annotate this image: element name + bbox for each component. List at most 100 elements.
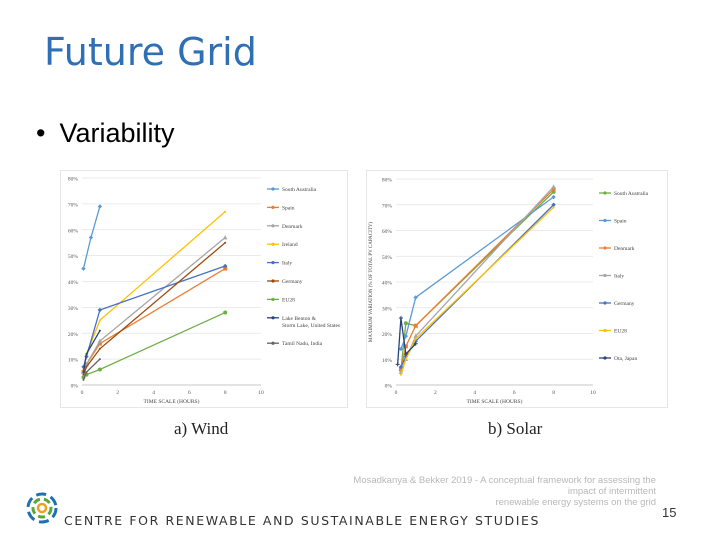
legend-label: Ireland (282, 242, 298, 248)
x-tick-label: 6 (188, 390, 191, 396)
y-tick-label: 40% (68, 280, 79, 286)
legend-marker (271, 187, 275, 191)
legend-marker (271, 297, 275, 301)
legend-marker (271, 205, 275, 209)
wind-chart-caption: a) Wind (174, 419, 229, 438)
x-tick-label: 10 (590, 390, 596, 396)
y-tick-label: 0% (385, 384, 393, 390)
data-point (413, 323, 418, 328)
data-point (403, 321, 408, 326)
legend-label: Denmark (614, 246, 635, 252)
legend-marker (271, 224, 275, 228)
bullet-item: • Variability (36, 118, 175, 149)
data-point (398, 316, 403, 321)
y-tick-label: 80% (68, 177, 79, 183)
citation-line-2: renewable energy systems on the grid (495, 497, 656, 508)
legend-entry-germany: Germany (599, 301, 635, 307)
y-tick-label: 0% (71, 384, 79, 390)
solar-chart: 0% 10% 20% 30% 40% 50% 60% 70% 80% 0 2 4 6 8 10 TIME SC… (369, 178, 649, 406)
x-tick-label: 10 (258, 390, 264, 396)
legend-marker (603, 328, 607, 333)
x-tick-label: 2 (116, 390, 119, 396)
y-tick-label: 50% (68, 254, 79, 260)
legend-marker (603, 273, 607, 278)
legend-label: Denmark (282, 224, 303, 230)
citation: Mosadkanya & Bekker 2019 - A conceptual … (340, 475, 656, 508)
data-point (223, 266, 228, 271)
x-tick-label: 0 (81, 390, 84, 396)
y-tick-label: 30% (68, 306, 79, 312)
data-point (97, 338, 103, 343)
page-number: 15 (662, 505, 677, 520)
y-tick-label: 30% (382, 306, 393, 312)
legend-entry-spain: Spain (599, 219, 627, 225)
data-point (399, 373, 402, 376)
data-point (551, 187, 556, 192)
legend-label: Italy (614, 274, 624, 280)
data-point (98, 319, 101, 322)
legend-entry-south-australia: South Australia (599, 191, 649, 197)
legend-entry-ireland: Ireland (267, 242, 298, 248)
legend-entry-denmark: Denmark (599, 246, 635, 252)
series-line-ota-japan (396, 317, 417, 365)
y-tick-label: 70% (68, 202, 79, 208)
y-tick-label: 10% (382, 358, 393, 364)
data-point (98, 329, 101, 332)
y-tick-label: 50% (382, 255, 393, 261)
legend-label: Storm Lake, United States (282, 323, 340, 329)
y-tick-label: 60% (382, 229, 393, 235)
x-tick-label: 8 (552, 390, 555, 396)
wind-chart-panel: 0% 10% 20% 30% 40% 50% 60% 70% 80% 0 2 4 6 8 10 TIME SC… (55, 170, 348, 408)
data-point (223, 263, 228, 269)
data-point (403, 344, 408, 349)
legend-label: Tamil Nadu, India (282, 341, 323, 347)
crses-logo-icon (26, 492, 58, 524)
bullet-text: Variability (59, 118, 175, 148)
legend-marker (271, 316, 275, 320)
legend-entry-spain: Spain (267, 205, 295, 211)
legend-marker (603, 356, 607, 360)
legend-label: Germany (614, 301, 635, 307)
y-tick-label: 20% (68, 332, 79, 338)
citation-line-1: Mosadkanya & Bekker 2019 - A conceptual … (353, 475, 656, 497)
organization-name: CENTRE FOR RENEWABLE AND SUSTAINABLE ENE… (64, 513, 541, 528)
series-line-denmark (400, 188, 555, 370)
data-point (223, 310, 228, 315)
legend-label: Germany (282, 279, 303, 285)
legend-label: South Australia (282, 187, 317, 193)
legend-label: EU28 (282, 297, 295, 303)
data-point (85, 352, 88, 355)
x-axis-label: TIME SCALE (HOURS) (144, 398, 200, 405)
data-point (97, 367, 102, 372)
legend-label: South Australia (614, 191, 649, 197)
x-tick-label: 4 (152, 390, 155, 396)
data-point (398, 367, 403, 372)
legend-entry-italy: Italy (599, 274, 624, 280)
data-point (85, 365, 88, 368)
legend-marker (271, 279, 275, 283)
data-point (414, 337, 417, 340)
legend-entry-eu28: EU28 (267, 297, 295, 303)
data-point (82, 371, 85, 374)
legend-entry-south-australia: South Australia (267, 187, 317, 193)
legend-label: Italy (282, 261, 292, 267)
x-axis-label: TIME SCALE (HOURS) (467, 398, 523, 405)
wind-chart: 0% 10% 20% 30% 40% 50% 60% 70% 80% 0 2 4 6 8 10 TIME SC… (55, 177, 340, 406)
legend-marker (603, 301, 607, 305)
legend-marker (271, 341, 275, 345)
bullet-dot: • (36, 118, 46, 148)
data-point (82, 378, 85, 381)
legend-entry-ota-japan: Ota, Japan (599, 356, 637, 362)
data-point (403, 352, 408, 357)
data-point (98, 347, 101, 350)
data-point (413, 341, 418, 346)
data-point (404, 358, 407, 361)
legend-label: Lake Benton & (282, 316, 317, 322)
y-tick-label: 20% (382, 332, 393, 338)
data-point (224, 241, 227, 244)
data-point (98, 358, 101, 361)
x-tick-label: 2 (434, 390, 437, 396)
x-tick-label: 0 (395, 390, 398, 396)
legend-label: Spain (614, 219, 627, 225)
legend-marker (271, 242, 275, 246)
